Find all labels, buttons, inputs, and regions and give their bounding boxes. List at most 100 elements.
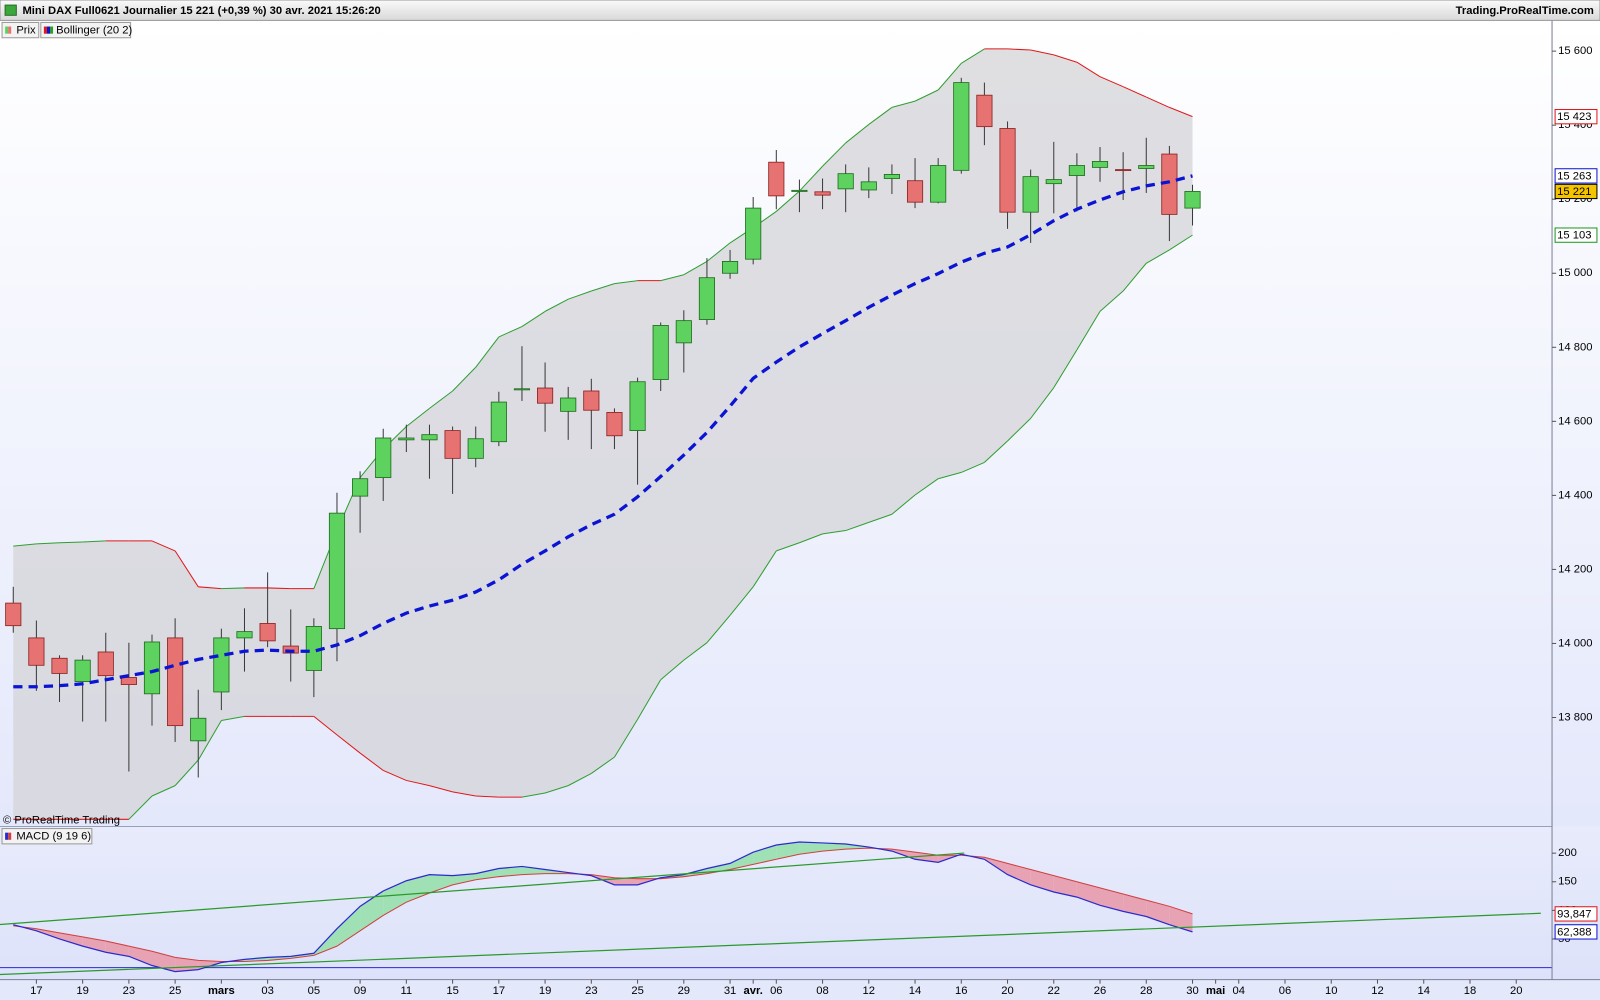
price-marker <box>1554 183 1598 200</box>
candle-body <box>352 478 369 497</box>
legend-label: Bollinger (20 2) <box>56 25 132 37</box>
band-lower <box>336 734 361 754</box>
band-lower <box>521 792 546 798</box>
legend-icon <box>8 26 12 34</box>
candle-body <box>143 641 161 695</box>
y-tick-label: 14 000 <box>1558 637 1592 649</box>
macd-fill <box>128 946 152 966</box>
x-tick-label: 10 <box>1325 985 1337 997</box>
macd-fill <box>336 906 361 947</box>
band-lower <box>591 756 615 774</box>
macd-fill <box>498 866 522 877</box>
band-lower <box>197 720 222 761</box>
candle-body <box>490 401 507 443</box>
band-lower <box>938 471 962 480</box>
x-tick-label: mars <box>208 985 235 997</box>
x-tick-label: 23 <box>123 985 135 997</box>
x-tick-label: 16 <box>955 985 967 997</box>
candle-body <box>722 261 739 274</box>
candle-body <box>1138 165 1155 169</box>
candle-body <box>375 437 392 479</box>
price-marker-label: 15 103 <box>1557 230 1591 242</box>
band-lower <box>429 785 453 793</box>
band-lower <box>544 785 569 794</box>
price-marker <box>1554 924 1598 940</box>
band-lower <box>1007 418 1032 442</box>
x-tick-label: 26 <box>1094 985 1106 997</box>
x-tick-label: 03 <box>261 985 273 997</box>
x-tick-label: mai <box>1206 985 1225 997</box>
x-axis-band <box>0 979 1600 1000</box>
y-tick-label: 14 800 <box>1558 341 1592 353</box>
price-marker-label: 15 263 <box>1557 170 1591 182</box>
y-tick-label: 15 000 <box>1558 267 1592 279</box>
signal-line <box>13 847 1193 962</box>
x-tick-label: 22 <box>1048 985 1060 997</box>
legend-button[interactable] <box>40 21 132 39</box>
y-tick-label: 200 <box>1558 847 1577 859</box>
band-upper <box>891 100 916 108</box>
band-upper <box>1169 106 1193 118</box>
x-tick-label: 29 <box>678 985 690 997</box>
band-upper <box>36 542 60 545</box>
candle-body <box>537 387 554 404</box>
candle-body <box>120 677 137 685</box>
band-upper <box>452 366 477 392</box>
band-upper <box>914 89 939 102</box>
legend-icon <box>50 26 54 34</box>
band-upper <box>961 48 985 64</box>
y-tick-label: 15 200 <box>1558 193 1592 205</box>
band-lower <box>567 772 592 787</box>
macd-fill <box>1053 875 1077 898</box>
macd-fill <box>1169 906 1193 932</box>
band-lower <box>914 478 939 496</box>
band-lower <box>1099 290 1124 312</box>
x-tick-label: 20 <box>1001 985 1013 997</box>
band-upper <box>614 280 638 285</box>
candle-body <box>930 165 947 203</box>
trendline <box>0 852 965 926</box>
band-upper <box>868 106 893 125</box>
legend-button[interactable] <box>1 828 93 845</box>
macd-fill <box>406 874 430 903</box>
band-upper <box>660 274 684 282</box>
candle-body <box>398 437 415 441</box>
macd-fill <box>360 890 384 931</box>
candle-body <box>444 430 461 459</box>
macd-fill <box>799 841 823 855</box>
candle-body <box>259 623 276 642</box>
candle-body <box>513 388 531 391</box>
band-upper <box>174 550 199 588</box>
candle-body <box>860 181 877 191</box>
band-lower <box>128 795 153 820</box>
band-lower <box>799 533 823 544</box>
band-upper <box>822 142 847 167</box>
macd-fill <box>753 844 777 865</box>
legend-button[interactable] <box>1 21 40 39</box>
candle-body <box>51 657 68 674</box>
macd-fill <box>706 863 731 874</box>
band-upper <box>706 242 731 262</box>
band-upper <box>1099 76 1124 88</box>
macd-fill <box>1007 863 1031 885</box>
band-lower <box>660 659 685 681</box>
macd-fill <box>1146 900 1170 925</box>
band-middle <box>13 174 1193 689</box>
band-lower <box>313 715 338 736</box>
candle-body <box>190 717 207 742</box>
x-tick-label: 04 <box>1233 985 1245 997</box>
price-marker-label: 93,847 <box>1557 908 1591 920</box>
candle-body <box>999 128 1016 213</box>
y-tick-label: 13 800 <box>1558 711 1592 723</box>
band-upper <box>13 543 37 547</box>
site-name: Trading.ProRealTime.com <box>1456 5 1594 17</box>
band-lower <box>614 719 639 758</box>
y-tick-label: 15 400 <box>1558 119 1592 131</box>
x-tick-label: 25 <box>169 985 181 997</box>
legend-label: Prix <box>16 25 36 37</box>
band-upper <box>82 540 106 543</box>
band-upper <box>845 124 870 144</box>
candle-body <box>282 645 299 654</box>
macd-fill <box>1100 887 1124 912</box>
